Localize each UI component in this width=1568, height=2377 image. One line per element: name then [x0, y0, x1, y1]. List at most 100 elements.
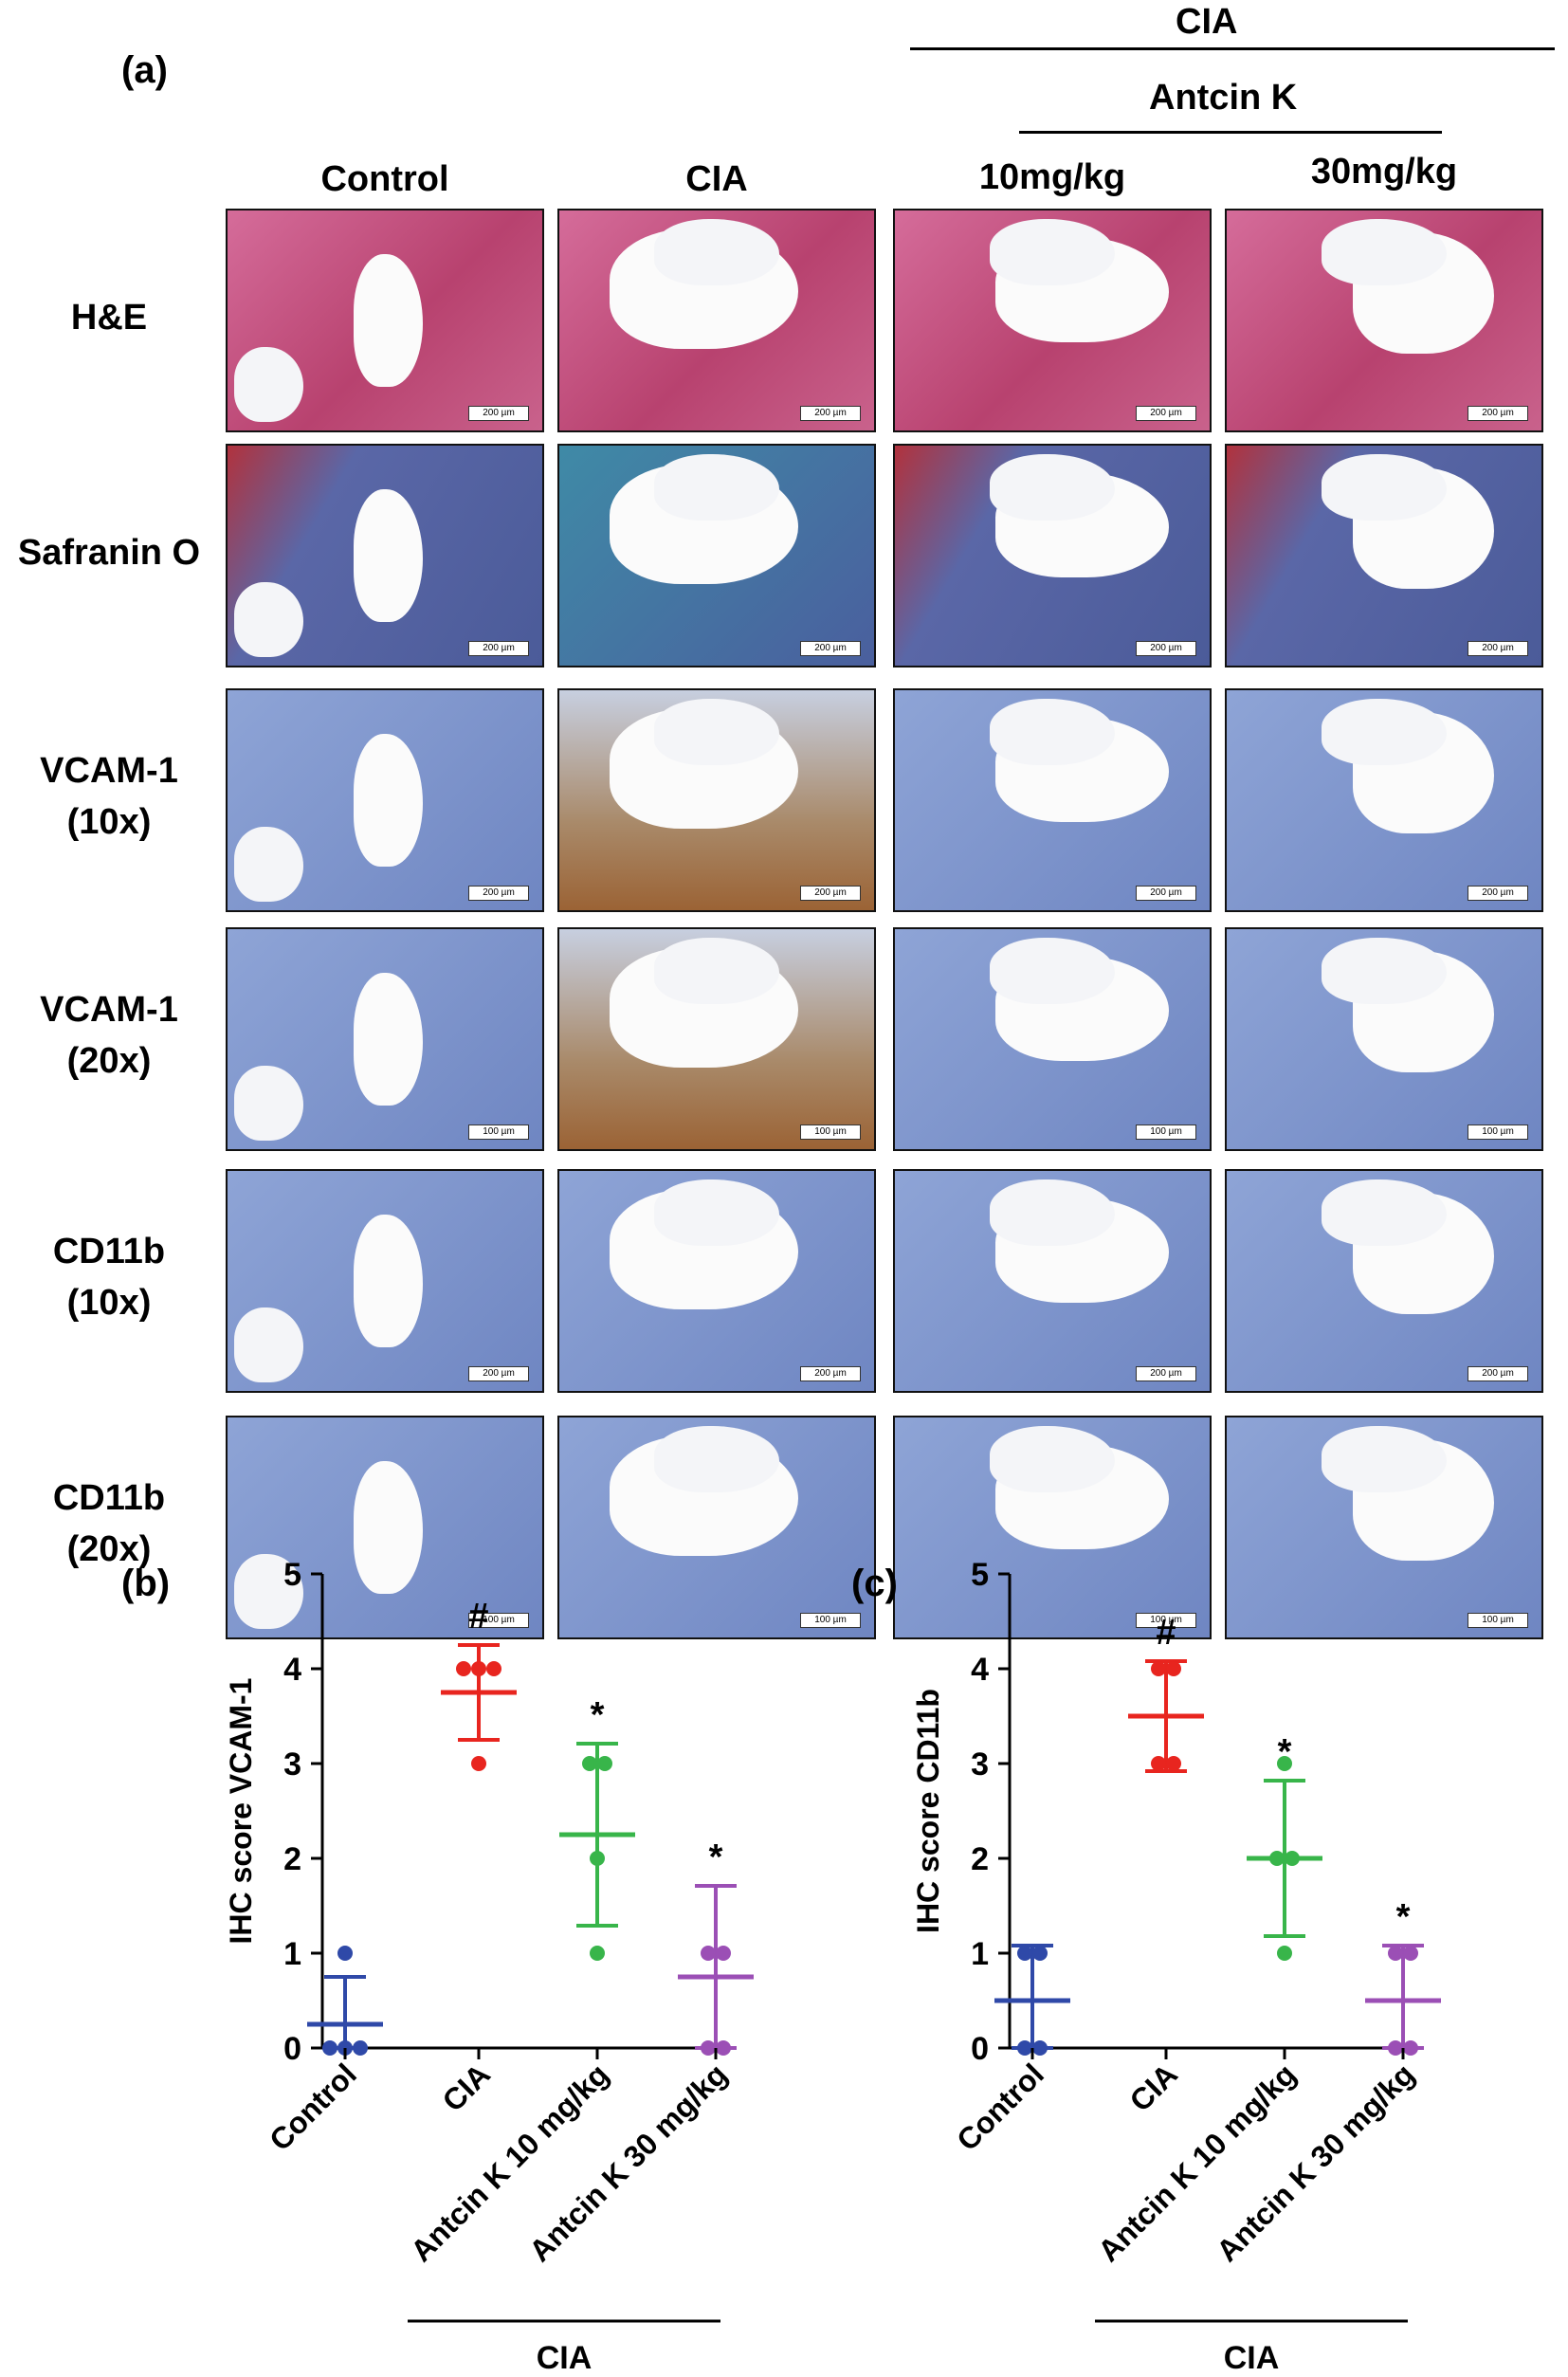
scale-bar: 200 µm — [1136, 406, 1196, 421]
data-point — [1032, 2040, 1048, 2056]
scale-bar: 200 µm — [1136, 1366, 1196, 1381]
marrow-space — [1321, 938, 1448, 1004]
row-header-line2: (10x) — [66, 802, 152, 842]
row-header-4: CD11b (10x) — [0, 1226, 218, 1328]
y-tick-label: 3 — [283, 1746, 301, 1783]
joint-space — [353, 973, 423, 1106]
scale-bar: 200 µm — [800, 886, 861, 901]
y-axis-label: IHC score CD11b — [911, 1689, 945, 1933]
data-point — [456, 1661, 471, 1676]
top-cia-line — [910, 47, 1555, 50]
row-header-line1: CD11b — [52, 1478, 166, 1518]
x-tick-label: Control — [263, 2057, 363, 2157]
joint-space — [353, 734, 423, 867]
micrograph-0-1: 200 µm — [557, 209, 876, 432]
y-tick-label: 0 — [971, 2031, 989, 2067]
y-tick-label: 3 — [971, 1746, 989, 1783]
data-point — [597, 1756, 612, 1771]
scale-bar: 100 µm — [800, 1613, 861, 1628]
marrow-space — [233, 1553, 303, 1629]
marrow-space — [989, 938, 1116, 1004]
scale-bar: 200 µm — [800, 1366, 861, 1381]
micrograph-3-2: 100 µm — [893, 927, 1212, 1151]
significance-mark: # — [468, 1597, 488, 1636]
data-point — [716, 2040, 731, 2056]
scale-bar: 100 µm — [468, 1613, 529, 1628]
marrow-space — [233, 826, 303, 902]
group-label: CIA — [537, 2340, 593, 2370]
marrow-space — [653, 219, 780, 285]
y-tick-label: 4 — [971, 1652, 989, 1688]
data-point — [1388, 1946, 1403, 1961]
data-point — [1017, 1946, 1032, 1961]
micrograph-4-0: 200 µm — [226, 1169, 544, 1393]
micrograph-3-0: 100 µm — [226, 927, 544, 1151]
marrow-space — [653, 938, 780, 1004]
data-point — [701, 2040, 716, 2056]
x-tick-label: Antcin K 10 mg/kg — [1091, 2057, 1303, 2268]
x-tick-label: Antcin K 30 mg/kg — [1210, 2057, 1421, 2268]
row-header-line1: CD11b — [52, 1232, 166, 1271]
data-point — [1269, 1851, 1285, 1866]
data-point — [471, 1661, 486, 1676]
data-point — [337, 1946, 353, 1961]
row-header-1: Safranin O — [0, 527, 218, 578]
data-point — [1166, 1756, 1181, 1771]
x-tick-label: Antcin K 10 mg/kg — [404, 2057, 615, 2268]
x-tick-label: CIA — [1123, 2057, 1184, 2117]
data-point — [1151, 1661, 1166, 1676]
micrograph-1-0: 200 µm — [226, 444, 544, 667]
marrow-space — [233, 1307, 303, 1382]
marrow-space — [233, 581, 303, 657]
antcin-k-line — [1019, 131, 1442, 134]
data-point — [1032, 1946, 1048, 1961]
micrograph-1-1: 200 µm — [557, 444, 876, 667]
row-header-line2: (20x) — [66, 1529, 152, 1569]
micrograph-1-2: 200 µm — [893, 444, 1212, 667]
micrograph-5-3: 100 µm — [1225, 1416, 1543, 1639]
joint-space — [353, 489, 423, 622]
data-point — [582, 1756, 597, 1771]
scale-bar: 200 µm — [1136, 886, 1196, 901]
micrograph-5-2: 100 µm — [893, 1416, 1212, 1639]
micrograph-0-2: 200 µm — [893, 209, 1212, 432]
micrograph-2-0: 200 µm — [226, 688, 544, 912]
marrow-space — [653, 1179, 780, 1246]
data-point — [1166, 1661, 1181, 1676]
scale-bar: 100 µm — [1468, 1125, 1528, 1140]
data-point — [322, 2040, 337, 2056]
joint-space — [353, 1215, 423, 1347]
scale-bar: 200 µm — [468, 1366, 529, 1381]
data-point — [1277, 1946, 1292, 1961]
marrow-space — [989, 1426, 1116, 1492]
row-header-line1: VCAM-1 — [40, 990, 178, 1030]
marrow-space — [653, 454, 780, 521]
y-tick-label: 2 — [283, 1841, 301, 1877]
panel-b-label: (b) — [121, 1563, 171, 1604]
column-header-2: 10mg/kg — [978, 157, 1126, 197]
scale-bar: 200 µm — [1136, 641, 1196, 656]
micrograph-3-1: 100 µm — [557, 927, 876, 1151]
data-point — [701, 1946, 716, 1961]
marrow-space — [233, 1065, 303, 1141]
micrograph-5-1: 100 µm — [557, 1416, 876, 1639]
scale-bar: 200 µm — [1468, 641, 1528, 656]
data-point — [486, 1661, 501, 1676]
scale-bar: 100 µm — [1136, 1125, 1196, 1140]
y-tick-label: 5 — [283, 1557, 301, 1593]
panel-a-label: (a) — [121, 49, 168, 91]
x-tick-label: CIA — [436, 2057, 497, 2117]
antcin-k-label: Antcin K — [1149, 78, 1298, 118]
scale-bar: 100 µm — [1468, 1613, 1528, 1628]
micrograph-0-0: 200 µm — [226, 209, 544, 432]
scale-bar: 100 µm — [468, 1125, 529, 1140]
data-point — [1017, 2040, 1032, 2056]
marrow-space — [653, 699, 780, 765]
significance-mark: * — [591, 1695, 605, 1735]
row-header-line1: Safranin O — [17, 533, 201, 573]
y-tick-label: 2 — [971, 1841, 989, 1877]
data-point — [590, 1946, 605, 1961]
y-tick-label: 4 — [283, 1652, 301, 1688]
joint-space — [353, 254, 423, 387]
marrow-space — [989, 699, 1116, 765]
